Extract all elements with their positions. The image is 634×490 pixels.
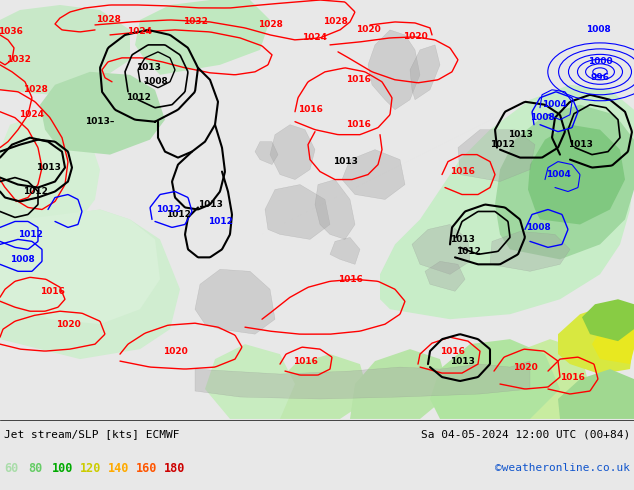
Text: 1008: 1008 xyxy=(529,113,554,122)
Text: 1004: 1004 xyxy=(546,170,571,179)
Polygon shape xyxy=(275,354,370,419)
Polygon shape xyxy=(368,30,420,110)
Polygon shape xyxy=(0,210,180,359)
Polygon shape xyxy=(0,5,130,95)
Text: 1013: 1013 xyxy=(450,357,474,366)
Polygon shape xyxy=(350,349,450,419)
Polygon shape xyxy=(458,130,535,181)
Polygon shape xyxy=(205,344,295,419)
Text: 1032: 1032 xyxy=(183,18,207,26)
Polygon shape xyxy=(270,124,315,179)
Text: 1008: 1008 xyxy=(586,25,611,34)
Text: 1016: 1016 xyxy=(346,75,370,84)
Text: 1016: 1016 xyxy=(346,120,370,129)
Text: 180: 180 xyxy=(164,462,185,475)
Polygon shape xyxy=(0,210,160,324)
Polygon shape xyxy=(195,270,275,334)
Text: 1012: 1012 xyxy=(207,217,233,226)
Polygon shape xyxy=(410,45,440,100)
Text: 1028: 1028 xyxy=(23,85,48,94)
Text: 1012: 1012 xyxy=(18,230,42,239)
Polygon shape xyxy=(412,224,470,274)
Polygon shape xyxy=(430,339,560,419)
Polygon shape xyxy=(425,261,465,291)
Text: 1008: 1008 xyxy=(10,255,34,264)
Text: 1012: 1012 xyxy=(23,187,48,196)
Polygon shape xyxy=(0,115,100,240)
Polygon shape xyxy=(40,72,165,155)
Text: Jet stream/SLP [kts] ECMWF: Jet stream/SLP [kts] ECMWF xyxy=(4,429,179,439)
Text: 1024: 1024 xyxy=(127,27,153,36)
Polygon shape xyxy=(528,124,625,224)
Polygon shape xyxy=(592,319,634,364)
Text: 60: 60 xyxy=(4,462,18,475)
Text: 1013: 1013 xyxy=(136,63,160,73)
Polygon shape xyxy=(135,0,270,75)
Text: 1028: 1028 xyxy=(96,16,120,24)
Text: 1008: 1008 xyxy=(526,223,550,232)
Text: 1028: 1028 xyxy=(323,18,347,26)
Text: 1016: 1016 xyxy=(439,346,465,356)
Text: 1016: 1016 xyxy=(297,105,323,114)
Text: 1032: 1032 xyxy=(6,55,30,64)
Polygon shape xyxy=(495,105,634,259)
Text: 1013: 1013 xyxy=(198,200,223,209)
Text: 1012: 1012 xyxy=(456,247,481,256)
Polygon shape xyxy=(195,361,530,399)
Text: 1024: 1024 xyxy=(302,33,328,43)
Polygon shape xyxy=(380,85,634,319)
Text: 140: 140 xyxy=(108,462,129,475)
Text: 1020: 1020 xyxy=(356,25,380,34)
Text: 1012: 1012 xyxy=(155,205,181,214)
Text: 1004: 1004 xyxy=(541,100,566,109)
Text: 1012: 1012 xyxy=(165,210,190,219)
Text: 1013: 1013 xyxy=(508,130,533,139)
Text: 1013: 1013 xyxy=(36,163,60,172)
Text: 100: 100 xyxy=(52,462,74,475)
Text: 1020: 1020 xyxy=(163,346,188,356)
Polygon shape xyxy=(265,185,330,240)
Text: 1012: 1012 xyxy=(489,140,514,149)
Text: 1024: 1024 xyxy=(20,110,44,119)
Text: 1013: 1013 xyxy=(333,157,358,166)
Text: 1012: 1012 xyxy=(126,93,150,102)
Text: 160: 160 xyxy=(136,462,157,475)
Text: 996: 996 xyxy=(590,74,609,82)
Text: Sa 04-05-2024 12:00 UTC (00+84): Sa 04-05-2024 12:00 UTC (00+84) xyxy=(421,429,630,439)
Polygon shape xyxy=(315,179,355,240)
Text: 1008: 1008 xyxy=(143,77,167,86)
Text: 1016: 1016 xyxy=(39,287,65,296)
Text: 1013: 1013 xyxy=(450,235,474,244)
Polygon shape xyxy=(342,149,405,199)
Polygon shape xyxy=(490,231,570,271)
Text: 120: 120 xyxy=(80,462,101,475)
Polygon shape xyxy=(255,142,278,165)
Text: 80: 80 xyxy=(28,462,42,475)
Text: 1013: 1013 xyxy=(567,140,592,149)
Polygon shape xyxy=(582,299,634,341)
Text: 1000: 1000 xyxy=(588,57,612,66)
Polygon shape xyxy=(480,339,590,419)
Text: 1016: 1016 xyxy=(450,167,474,176)
Text: 1016: 1016 xyxy=(560,372,585,382)
Text: 1016: 1016 xyxy=(292,357,318,366)
Text: 1020: 1020 xyxy=(403,32,427,42)
Text: 1028: 1028 xyxy=(257,21,282,29)
Polygon shape xyxy=(558,304,634,374)
Text: 1020: 1020 xyxy=(513,363,538,371)
Text: 1020: 1020 xyxy=(56,319,81,329)
Text: 1016: 1016 xyxy=(337,275,363,284)
Text: 1013–: 1013– xyxy=(86,117,115,126)
Polygon shape xyxy=(558,369,634,419)
Polygon shape xyxy=(330,238,360,264)
Text: 1036: 1036 xyxy=(0,27,22,36)
Text: ©weatheronline.co.uk: ©weatheronline.co.uk xyxy=(495,464,630,473)
